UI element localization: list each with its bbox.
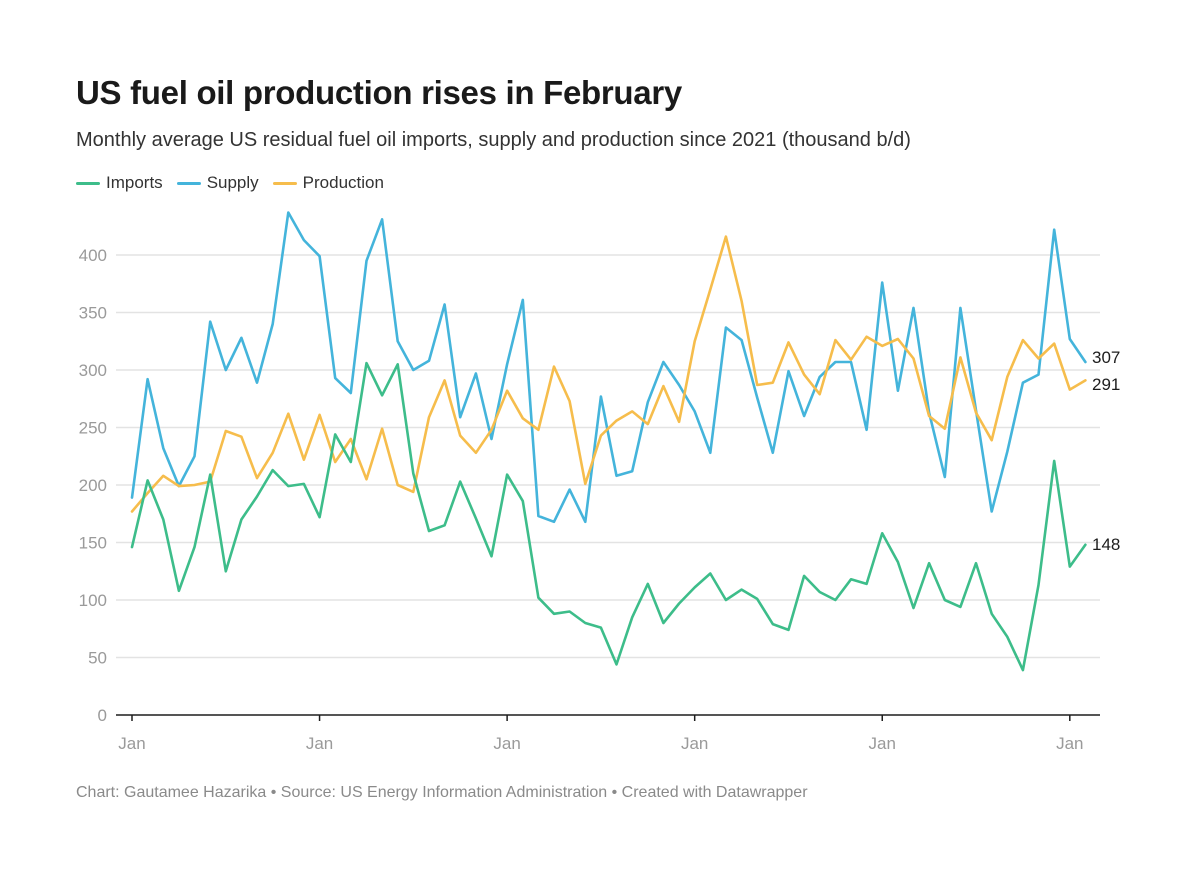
chart-footer: Chart: Gautamee Hazarika • Source: US En… [76, 784, 808, 801]
end-label-production: 291 [1092, 375, 1120, 394]
x-tick-label: Jan [681, 734, 708, 753]
y-tick-label: 150 [79, 534, 107, 553]
legend-label-supply: Supply [206, 173, 259, 192]
y-tick-label: 250 [79, 419, 107, 438]
series-line-production [130, 235, 1087, 513]
chart-title: US fuel oil production rises in February [76, 74, 682, 111]
x-tick-label: Jan [118, 734, 145, 753]
x-tick-label: Jan [306, 734, 333, 753]
legend-swatch-supply [176, 181, 201, 185]
legend-item-imports: Imports [76, 173, 163, 193]
series-line-imports [130, 361, 1087, 672]
y-tick-label: 50 [88, 649, 107, 668]
y-tick-label: 350 [79, 304, 107, 323]
y-tick-label: 300 [79, 361, 107, 380]
legend-item-supply: Supply [176, 173, 259, 193]
end-label-imports: 148 [1092, 535, 1120, 554]
y-tick-label: 400 [79, 246, 107, 265]
legend-label-production: Production [302, 173, 384, 192]
x-tick-label: Jan [493, 734, 520, 753]
chart-subtitle: Monthly average US residual fuel oil imp… [76, 129, 911, 151]
end-label-supply: 307 [1092, 348, 1120, 367]
x-tick-label: Jan [869, 734, 896, 753]
y-tick-label: 0 [98, 706, 107, 725]
y-tick-label: 200 [79, 476, 107, 495]
y-tick-label: 100 [79, 591, 107, 610]
legend-swatch-production [272, 181, 297, 185]
series-line-supply [130, 211, 1087, 524]
x-tick-label: Jan [1056, 734, 1083, 753]
legend-label-imports: Imports [106, 173, 163, 192]
legend: Imports Supply Production [76, 173, 398, 193]
legend-item-production: Production [272, 173, 384, 193]
legend-swatch-imports [76, 181, 100, 185]
